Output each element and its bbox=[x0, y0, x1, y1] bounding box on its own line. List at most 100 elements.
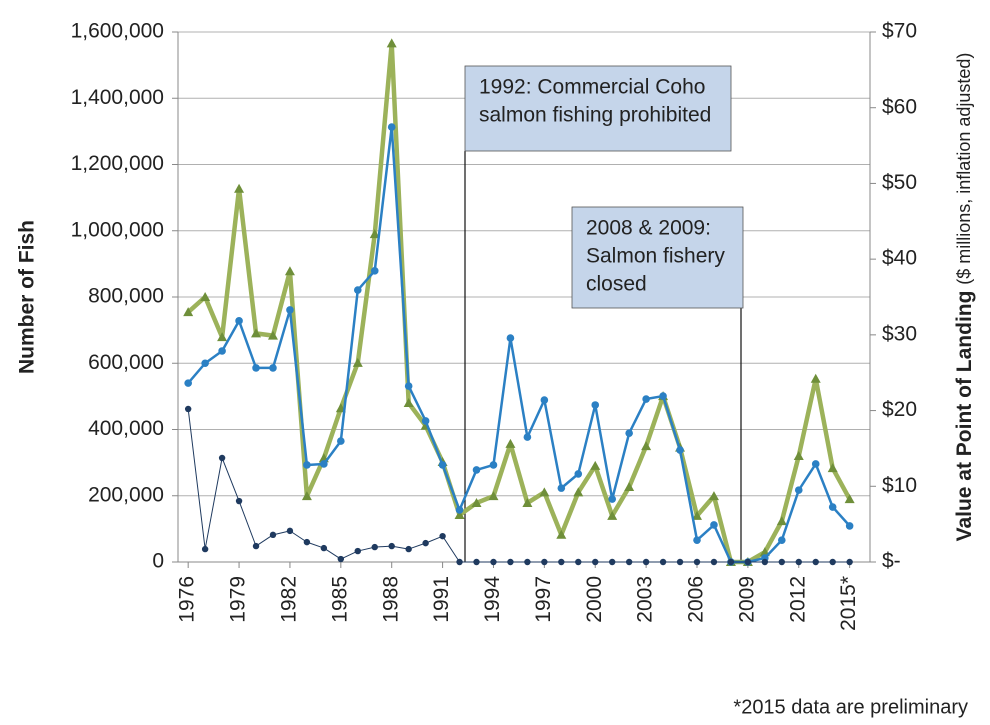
y2-tick-label: $30 bbox=[882, 322, 917, 345]
x-tick-label: 1991 bbox=[430, 576, 453, 623]
point bbox=[337, 555, 345, 563]
footnote: *2015 data are preliminary bbox=[733, 696, 968, 718]
point bbox=[592, 558, 599, 566]
y-tick-label: 1,000,000 bbox=[71, 218, 164, 241]
x-tick-label: 1976 bbox=[176, 576, 199, 623]
point bbox=[456, 558, 463, 566]
point bbox=[184, 379, 192, 387]
point bbox=[541, 558, 548, 566]
annotation-box bbox=[464, 65, 732, 152]
point bbox=[183, 307, 194, 317]
point bbox=[573, 487, 584, 497]
x-tick-label: 1985 bbox=[328, 576, 351, 623]
point bbox=[558, 558, 565, 566]
point bbox=[472, 466, 481, 474]
x-tick-label: 2006 bbox=[685, 576, 708, 623]
point bbox=[488, 491, 499, 501]
point bbox=[369, 229, 380, 239]
point bbox=[642, 395, 650, 403]
y-tick-label: 1,200,000 bbox=[71, 152, 164, 175]
point bbox=[676, 446, 684, 454]
y2-axis-title-note: ($ millions, inflation adjusted) bbox=[954, 53, 974, 285]
x-tick-label: 1979 bbox=[227, 576, 250, 623]
x-tick-label: 1994 bbox=[481, 576, 504, 623]
point bbox=[200, 292, 211, 301]
y2-axis-title-main: Value at Point of Landing bbox=[953, 291, 976, 542]
point bbox=[642, 558, 650, 566]
point bbox=[286, 527, 294, 535]
y2-tick-label: $70 bbox=[882, 20, 917, 43]
point bbox=[438, 461, 447, 469]
point bbox=[439, 532, 446, 540]
x-tick-label: 2003 bbox=[634, 576, 657, 623]
y-tick-label: 1,400,000 bbox=[71, 86, 164, 109]
point bbox=[267, 330, 278, 340]
point bbox=[303, 461, 311, 469]
point bbox=[793, 451, 804, 460]
point bbox=[201, 545, 209, 553]
point bbox=[761, 558, 769, 566]
point bbox=[421, 417, 430, 425]
y-tick-label: 200,000 bbox=[88, 483, 164, 506]
y-tick-label: 800,000 bbox=[88, 285, 164, 308]
point bbox=[693, 536, 701, 544]
point bbox=[403, 398, 414, 407]
point bbox=[624, 482, 635, 492]
point bbox=[828, 503, 837, 511]
point bbox=[727, 558, 735, 566]
point bbox=[659, 558, 667, 566]
y-axis-title: Number of Fish bbox=[16, 220, 39, 374]
point bbox=[844, 494, 855, 504]
point bbox=[641, 441, 652, 451]
point bbox=[710, 521, 718, 529]
point bbox=[608, 558, 616, 566]
point bbox=[454, 510, 465, 520]
point bbox=[591, 401, 600, 409]
point bbox=[539, 487, 550, 497]
point bbox=[829, 558, 836, 566]
point bbox=[252, 542, 260, 550]
y-tick-label: 600,000 bbox=[88, 351, 164, 374]
point bbox=[320, 460, 328, 468]
point bbox=[693, 558, 701, 566]
annotation-text: salmon fishing prohibited bbox=[479, 104, 711, 127]
point bbox=[234, 183, 245, 193]
y2-tick-label: $10 bbox=[882, 474, 917, 497]
point bbox=[370, 267, 379, 275]
point bbox=[812, 558, 819, 566]
point bbox=[540, 396, 549, 404]
point bbox=[692, 510, 702, 520]
point bbox=[794, 486, 803, 494]
point bbox=[524, 558, 531, 566]
point bbox=[184, 405, 192, 413]
point bbox=[810, 373, 821, 383]
point bbox=[506, 334, 515, 342]
point bbox=[217, 332, 228, 342]
point bbox=[778, 558, 786, 566]
point bbox=[776, 516, 787, 526]
point bbox=[386, 38, 397, 48]
point bbox=[607, 510, 618, 520]
point bbox=[708, 491, 719, 501]
x-tick-label: 2009 bbox=[735, 576, 758, 623]
point bbox=[625, 558, 633, 566]
y-tick-label: 400,000 bbox=[88, 417, 164, 440]
point bbox=[388, 542, 395, 550]
point bbox=[778, 536, 786, 544]
point bbox=[218, 454, 226, 462]
point bbox=[811, 460, 820, 468]
y-tick-label: 0 bbox=[152, 550, 164, 573]
point bbox=[320, 544, 328, 552]
point bbox=[489, 461, 498, 469]
annotation-text: closed bbox=[586, 273, 647, 296]
point bbox=[827, 463, 838, 473]
y2-tick-label: $40 bbox=[882, 247, 917, 270]
point bbox=[507, 558, 514, 566]
x-tick-label: 1997 bbox=[532, 576, 555, 623]
annotation-text: 2008 & 2009: bbox=[586, 217, 711, 240]
y2-tick-label: $50 bbox=[882, 171, 917, 194]
point bbox=[371, 543, 378, 551]
point bbox=[269, 364, 277, 372]
y2-tick-label: $20 bbox=[882, 398, 917, 421]
